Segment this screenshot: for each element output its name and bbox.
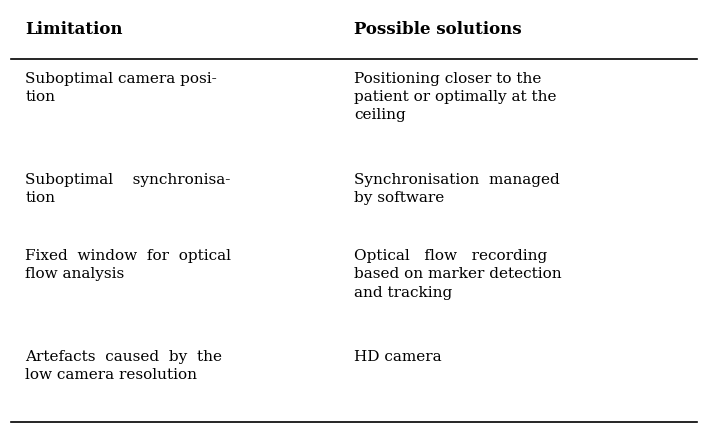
- Text: HD camera: HD camera: [354, 350, 442, 364]
- Text: Artefacts  caused  by  the
low camera resolution: Artefacts caused by the low camera resol…: [25, 350, 222, 382]
- Text: Suboptimal camera posi-
tion: Suboptimal camera posi- tion: [25, 72, 217, 104]
- Text: Suboptimal    synchronisa-
tion: Suboptimal synchronisa- tion: [25, 173, 231, 205]
- Text: Positioning closer to the
patient or optimally at the
ceiling: Positioning closer to the patient or opt…: [354, 72, 556, 123]
- Text: Optical   flow   recording
based on marker detection
and tracking: Optical flow recording based on marker d…: [354, 249, 561, 300]
- Text: Possible solutions: Possible solutions: [354, 21, 522, 38]
- Text: Fixed  window  for  optical
flow analysis: Fixed window for optical flow analysis: [25, 249, 231, 281]
- Text: Limitation: Limitation: [25, 21, 122, 38]
- Text: Synchronisation  managed
by software: Synchronisation managed by software: [354, 173, 560, 205]
